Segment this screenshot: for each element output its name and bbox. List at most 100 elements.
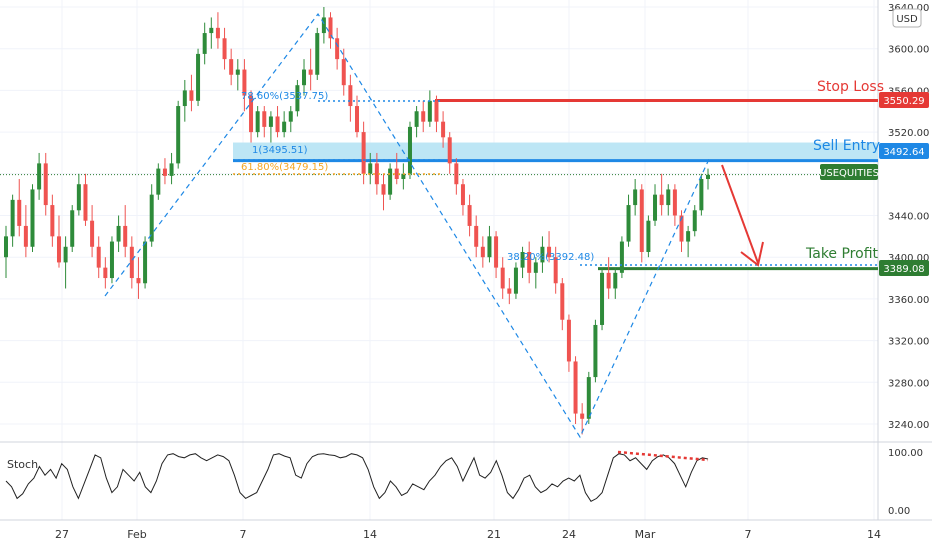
- candle-body: [136, 278, 141, 284]
- candle-body: [639, 189, 644, 252]
- candle-body: [30, 189, 35, 247]
- candle-body: [633, 189, 638, 206]
- candle-body: [586, 377, 591, 419]
- candle-body: [374, 163, 379, 185]
- candle-body: [381, 184, 386, 195]
- candle-body: [427, 100, 432, 122]
- candle-body: [143, 241, 148, 284]
- stoch-pane[interactable]: 100.00 0.00: [5, 448, 923, 517]
- currency-button[interactable]: USD: [892, 8, 922, 28]
- fib-618-label: 61.80%(3479.15): [241, 162, 328, 173]
- time-tick-label: 27: [55, 528, 69, 541]
- fib-786-label: 78.60%(3537.75): [241, 91, 328, 102]
- candle-body: [706, 174, 710, 180]
- price-tick-label: 3240.00: [888, 420, 929, 431]
- grid: [0, 0, 932, 521]
- candle-body: [646, 220, 651, 252]
- candle-body: [401, 173, 406, 180]
- candle-body: [262, 111, 267, 127]
- candle-body: [302, 69, 307, 86]
- candle-body: [189, 90, 194, 101]
- candle-body: [196, 53, 201, 101]
- candle-body: [90, 220, 95, 247]
- candle-body: [156, 168, 161, 195]
- candle-body: [176, 106, 181, 164]
- candle-body: [480, 246, 485, 258]
- candle-body: [215, 27, 220, 39]
- candle-body: [540, 246, 545, 263]
- candle-body: [328, 17, 333, 39]
- time-tick-label: 14: [363, 528, 377, 541]
- stoch-tick-label: 0.00: [888, 506, 910, 517]
- candle-body: [182, 90, 187, 107]
- take-profit-price-tag[interactable]: 3389.08: [879, 260, 929, 276]
- trade-zones: [0, 99, 878, 271]
- stop-loss-price-tag[interactable]: 3550.29: [879, 92, 929, 108]
- candle-body: [335, 38, 340, 60]
- candle-body: [249, 95, 254, 133]
- candle-body: [315, 33, 320, 75]
- candle-body: [282, 121, 287, 133]
- candle-body: [202, 33, 207, 54]
- price-tick-label: 3360.00: [888, 295, 929, 306]
- candle-body: [566, 319, 571, 362]
- candle-body: [23, 225, 28, 247]
- candle-body: [96, 246, 101, 268]
- last-price-tag[interactable]: [879, 164, 929, 180]
- candle-body: [43, 163, 48, 206]
- candle-body: [613, 272, 618, 289]
- candle-body: [474, 225, 479, 247]
- price-tick-label: 3600.00: [888, 45, 929, 56]
- time-axis[interactable]: 27 Feb 7 14 21 24 Mar 7 14: [55, 528, 881, 541]
- candle-body: [686, 231, 691, 242]
- stoch-title: Stoch: [7, 458, 38, 471]
- price-tick-label: 3320.00: [888, 337, 929, 348]
- stop-loss-label: Stop Loss: [817, 79, 884, 95]
- candle-body: [580, 413, 585, 419]
- take-profit-label: Take Profit: [805, 246, 879, 262]
- sell-entry-zone: [233, 142, 878, 161]
- candle-body: [368, 163, 373, 174]
- candle-body: [421, 111, 426, 122]
- candle-body: [500, 267, 505, 289]
- currency-label: USD: [896, 14, 918, 25]
- time-tick-label: Mar: [635, 528, 656, 541]
- candle-body: [116, 225, 121, 242]
- candle-body: [460, 184, 465, 206]
- candle-body: [494, 236, 499, 268]
- candle-body: [63, 246, 68, 263]
- candle-body: [70, 210, 75, 247]
- time-tick-label: 21: [487, 528, 501, 541]
- time-tick-label: Feb: [127, 528, 146, 541]
- candle-body: [666, 189, 671, 206]
- time-tick-label: 7: [745, 528, 752, 541]
- symbol-name: USEQUITIES: [819, 168, 879, 179]
- candle-body: [454, 163, 459, 185]
- time-tick-label: 24: [562, 528, 576, 541]
- sell-entry-price-tag[interactable]: 3492.64: [879, 143, 929, 159]
- candle-body: [533, 262, 538, 273]
- candle-body: [149, 194, 154, 242]
- candle-body: [407, 126, 412, 174]
- candle-body: [229, 59, 234, 75]
- candle-body: [37, 163, 42, 190]
- candle-body: [76, 184, 81, 211]
- symbol-tag[interactable]: USEQUITIES: [819, 164, 879, 180]
- candle-body: [414, 111, 419, 127]
- candle-body: [573, 361, 578, 414]
- candle-body: [606, 272, 611, 289]
- price-tick-label: 3520.00: [888, 128, 929, 139]
- price-tick-label: 3280.00: [888, 378, 929, 389]
- candle-body: [520, 251, 525, 268]
- candles[interactable]: [4, 7, 710, 435]
- candle-body: [56, 236, 61, 263]
- candle-body: [50, 205, 55, 237]
- candle-body: [679, 215, 684, 242]
- price-tick-label: 3560.00: [888, 86, 929, 97]
- sell-entry-label: Sell Entry: [813, 138, 880, 154]
- candle-body: [441, 121, 446, 138]
- candle-body: [527, 251, 532, 273]
- sell-entry-price: 3492.64: [883, 147, 924, 158]
